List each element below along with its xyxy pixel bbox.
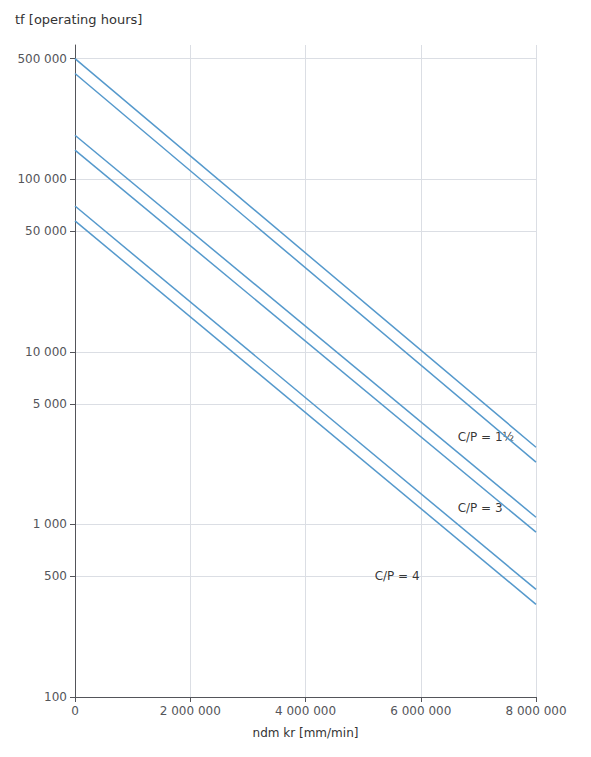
svg-text:100 000: 100 000 [17,172,67,186]
svg-text:0: 0 [71,704,79,718]
svg-text:6 000 000: 6 000 000 [390,704,451,718]
svg-text:C/P = 4: C/P = 4 [375,569,420,583]
svg-text:C/P = 1½: C/P = 1½ [457,430,515,445]
svg-text:ndm kr [mm/min]: ndm kr [mm/min] [253,726,359,740]
svg-text:10 000: 10 000 [25,345,67,359]
svg-text:2 000 000: 2 000 000 [160,704,221,718]
svg-text:4 000 000: 4 000 000 [275,704,336,718]
svg-text:100: 100 [44,690,67,704]
svg-text:8 000 000: 8 000 000 [505,704,566,718]
svg-text:500: 500 [44,569,67,583]
svg-text:tf [operating hours]: tf [operating hours] [15,12,142,27]
svg-text:1 000: 1 000 [33,517,67,531]
svg-text:5 000: 5 000 [33,397,67,411]
svg-text:C/P = 3: C/P = 3 [458,501,503,515]
svg-text:500 000: 500 000 [17,52,67,66]
svg-text:50 000: 50 000 [25,224,67,238]
